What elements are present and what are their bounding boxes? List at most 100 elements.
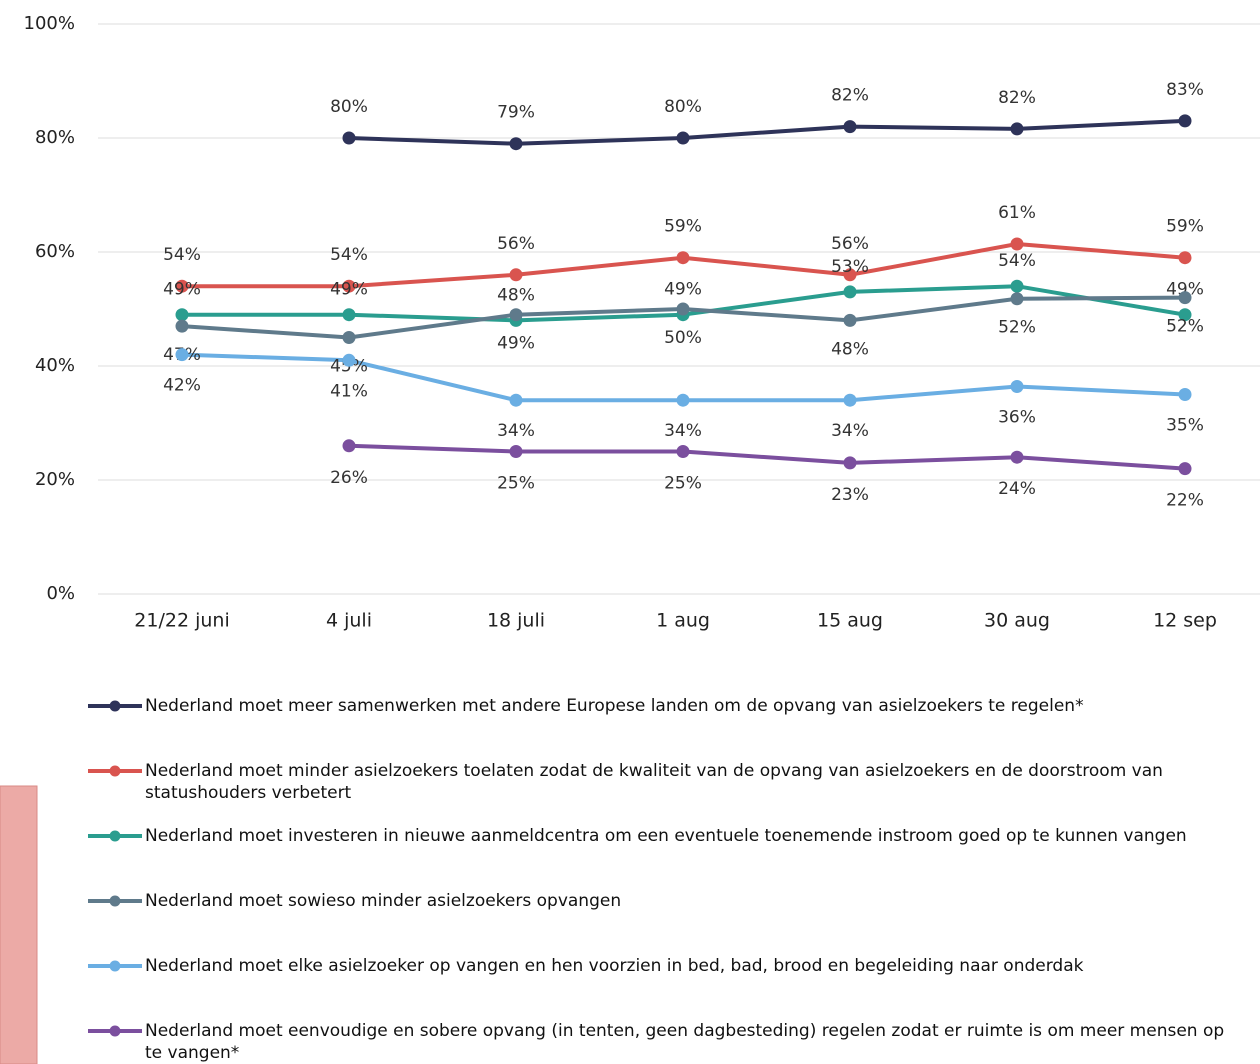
data-label: 56% [497,234,535,254]
series-marker [342,279,356,293]
y-tick-label: 60% [35,241,75,262]
data-label: 80% [664,97,702,117]
data-label: 34% [497,421,535,441]
x-tick-label: 21/22 juni [134,610,229,632]
data-label: 26% [330,468,368,488]
series-marker [676,131,690,145]
data-label: 52% [998,318,1036,338]
legend-marker [109,895,121,907]
data-label: 54% [330,245,368,265]
series-marker [843,120,857,134]
x-tick-label: 18 juli [487,610,545,632]
data-label: 82% [831,86,869,106]
x-tick-label: 15 aug [817,610,883,632]
series-marker [342,308,356,322]
data-label: 48% [831,339,869,359]
series-marker [342,331,356,344]
series-marker [1178,114,1192,128]
series-marker [509,268,523,282]
legend-marker [109,765,121,777]
data-label: 23% [831,485,869,505]
data-label: 42% [163,376,201,396]
data-label: 61% [998,203,1036,223]
series-marker [175,348,189,362]
series-marker [1010,237,1024,251]
data-label: 54% [998,251,1036,271]
data-label: 80% [330,97,368,117]
x-tick-label: 12 sep [1153,610,1217,632]
series-marker [676,393,690,407]
data-label: 35% [1166,416,1204,436]
legend-label: Nederland moet meer samenwerken met ande… [145,696,1084,716]
data-label: 79% [497,103,535,123]
data-label: 34% [664,421,702,441]
data-label: 25% [664,474,702,494]
series-marker [1178,308,1192,322]
data-label: 25% [497,474,535,494]
series-marker [843,285,857,299]
series-marker [175,308,189,322]
legend-label: Nederland moet investeren in nieuwe aanm… [145,826,1187,846]
series-marker [1178,251,1192,265]
data-label: 36% [998,408,1036,428]
series-marker [1178,291,1192,305]
legend-label: Nederland moet sowieso minder asielzoeke… [145,891,622,911]
data-label: 56% [831,234,869,254]
legend-marker [109,1025,121,1037]
data-label: 83% [1166,80,1204,100]
series-marker [509,308,523,322]
series-marker [1010,279,1024,293]
series-marker [509,445,523,458]
y-tick-label: 100% [24,13,75,34]
data-label: 48% [497,285,535,305]
legend-label: Nederland moet elke asielzoeker op vange… [145,956,1084,976]
data-label: 50% [664,328,702,348]
series-marker [175,279,189,293]
legend-marker [109,830,121,842]
data-label: 59% [1166,217,1204,237]
legend-marker [109,960,121,972]
series-marker [509,137,523,151]
data-label: 82% [998,88,1036,108]
data-label: 49% [664,280,702,300]
data-label: 49% [163,280,201,300]
series-marker [342,439,356,453]
y-tick-label: 20% [35,469,75,490]
data-label: 49% [330,280,368,300]
series-marker [175,319,189,333]
series-marker [1178,462,1192,476]
series-marker [676,251,690,265]
legend-marker [109,700,121,712]
series-marker [1178,388,1192,401]
data-label: 22% [1166,491,1204,511]
data-label: 49% [1166,280,1204,300]
side-panel [0,785,38,1064]
series-marker [1010,380,1024,394]
series-marker [676,302,690,316]
legend-label: Nederland moet minder asielzoekers toela… [145,761,1163,803]
series-marker [509,393,523,407]
series-marker [676,445,690,458]
data-label: 41% [330,381,368,401]
series-marker [843,268,857,282]
series-marker [1010,450,1024,464]
y-tick-label: 40% [35,355,75,376]
data-label: 53% [831,257,869,277]
series-marker [342,353,356,367]
y-tick-label: 80% [35,127,75,148]
series-marker [843,456,857,470]
series-marker [342,131,356,145]
data-label: 24% [998,479,1036,499]
series-marker [1010,292,1024,306]
data-label: 34% [831,421,869,441]
x-tick-label: 4 juli [326,610,372,632]
series-line [348,118,1186,146]
legend-label: Nederland moet eenvoudige en sobere opva… [145,1021,1225,1063]
data-label: 54% [163,245,201,265]
data-label: 59% [664,217,702,237]
data-label: 52% [1166,317,1204,337]
x-tick-label: 30 aug [984,610,1050,632]
series-marker [843,313,857,327]
